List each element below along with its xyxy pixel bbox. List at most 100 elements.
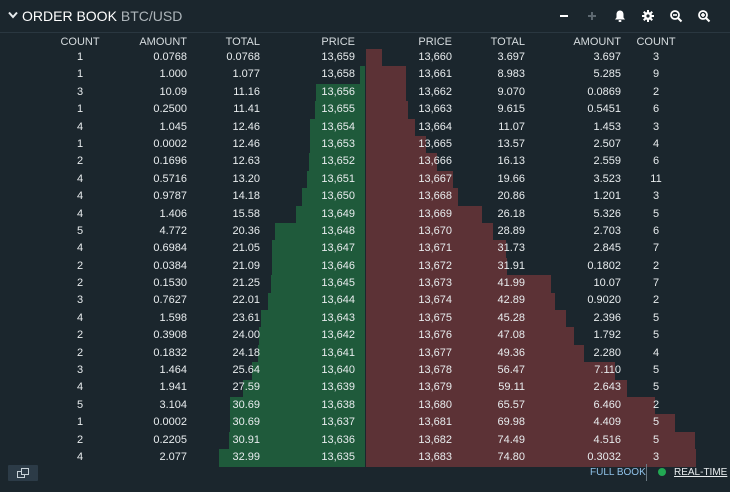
bid-total: 23.61: [232, 311, 260, 324]
ask-total: 13.57: [497, 137, 525, 150]
ask-amount: 0.1802: [587, 259, 621, 272]
bid-depth-bar: [268, 292, 365, 310]
bid-total: 12.46: [232, 120, 260, 133]
bid-amount: 0.0384: [153, 259, 187, 272]
ask-depth-bar: [366, 414, 675, 432]
bid-amount: 0.3908: [153, 329, 187, 342]
asks-price-header: PRICE: [418, 36, 452, 48]
ask-amount: 3.697: [593, 51, 621, 63]
bid-total: 30.69: [232, 398, 260, 411]
bid-count: 2: [76, 329, 84, 342]
bid-amount: 1.464: [159, 364, 187, 377]
bid-total: 30.69: [232, 416, 260, 429]
bid-total: 11.41: [233, 103, 260, 116]
bids-count-header: COUNT: [60, 36, 100, 48]
zoom-in-icon[interactable]: [697, 9, 711, 23]
bid-count: 2: [76, 277, 84, 290]
ask-price: 13,669: [418, 207, 452, 220]
order-row: 2 0.2205 30.91 13,636 13,682 74.49 4.516 5: [0, 432, 730, 449]
footer-divider: [646, 464, 647, 481]
bid-depth-bar: [302, 188, 365, 206]
bid-price: 13,654: [321, 120, 355, 133]
asks-count-header: COUNT: [636, 36, 676, 48]
bell-icon[interactable]: [613, 9, 627, 23]
ask-count: 7: [652, 277, 660, 290]
ask-price: 13,665: [418, 137, 452, 150]
bid-amount: 2.077: [159, 450, 187, 463]
ask-price: 13,668: [418, 190, 452, 203]
order-row: 4 1.045 12.46 13,654 13,664 11.07 1.453 3: [0, 119, 730, 136]
bid-total: 21.05: [232, 242, 260, 255]
ask-total: 11.07: [498, 120, 525, 133]
ask-count: 6: [652, 103, 660, 116]
ask-total: 74.80: [497, 450, 525, 463]
bid-amount: 0.9787: [153, 190, 187, 203]
bid-price: 13,658: [321, 68, 355, 81]
ask-amount: 10.07: [593, 277, 621, 290]
bids-amount-header: AMOUNT: [139, 36, 187, 48]
bids-total-header: TOTAL: [225, 36, 260, 48]
gear-icon[interactable]: [641, 9, 655, 23]
ask-count: 3: [652, 120, 660, 133]
bid-depth-bar: [259, 327, 365, 345]
order-row: 2 0.1832 24.18 13,641 13,677 49.36 2.280 4: [0, 345, 730, 362]
ask-price: 13,677: [418, 346, 452, 359]
order-row: 5 4.772 20.36 13,648 13,670 28.89 2.703 6: [0, 223, 730, 240]
realtime-toggle[interactable]: REAL-TIME: [674, 467, 728, 478]
order-row: 3 10.09 11.16 13,656 13,662 9.070 0.0869 2: [0, 84, 730, 101]
ask-depth-bar: [366, 118, 415, 136]
order-row: 2 0.1530 21.25 13,645 13,673 41.99 10.07 7: [0, 275, 730, 292]
order-book-rows: 1 0.0768 0.0768 13,659 13,660 3.697 3.697 3 1 1.0…: [0, 49, 730, 466]
ask-depth-bar: [366, 83, 406, 102]
ask-amount: 5.326: [593, 207, 621, 220]
order-row: 4 2.077 32.99 13,635 13,683 74.80 0.3032 3: [0, 449, 730, 466]
ask-price: 13,666: [418, 155, 452, 168]
ask-price: 13,681: [418, 416, 452, 429]
order-row: 1 0.2500 11.41 13,655 13,663 9.615 0.5451 6: [0, 101, 730, 118]
order-row: 4 1.406 15.58 13,649 13,669 26.18 5.326 5: [0, 206, 730, 223]
chevron-down-icon[interactable]: [8, 11, 18, 19]
bid-depth-bar: [230, 414, 365, 432]
ask-price: 13,676: [418, 329, 452, 342]
bid-price: 13,645: [321, 277, 355, 290]
bid-count: 5: [76, 224, 84, 237]
ask-amount: 2.703: [593, 224, 621, 237]
ask-amount: 0.3032: [587, 450, 621, 463]
zoom-out-icon[interactable]: [669, 9, 683, 23]
ask-count: 2: [652, 398, 660, 411]
asks-amount-header: AMOUNT: [573, 36, 621, 48]
bid-amount: 0.1530: [153, 277, 187, 290]
ask-amount: 3.523: [593, 172, 621, 185]
ask-price: 13,672: [418, 259, 452, 272]
bid-amount: 0.1696: [153, 155, 187, 168]
ask-price: 13,670: [418, 224, 452, 237]
bid-price: 13,636: [321, 433, 355, 446]
bid-total: 21.09: [232, 259, 260, 272]
bid-total: 15.58: [232, 207, 260, 220]
ask-count: 4: [652, 346, 660, 359]
popout-button[interactable]: [8, 465, 38, 481]
ask-amount: 5.285: [593, 68, 621, 81]
order-row: 1 1.000 1.077 13,658 13,661 8.983 5.285 9: [0, 66, 730, 83]
ask-total: 42.89: [497, 294, 525, 307]
full-book-link[interactable]: FULL BOOK: [590, 467, 646, 478]
order-row: 1 0.0002 12.46 13,653 13,665 13.57 2.507 4: [0, 136, 730, 153]
bid-count: 1: [76, 137, 84, 150]
bid-total: 20.36: [232, 224, 260, 237]
minus-icon[interactable]: [557, 9, 571, 23]
ask-total: 41.99: [497, 277, 525, 290]
plus-icon[interactable]: [585, 9, 599, 23]
ask-total: 74.49: [497, 433, 525, 446]
bid-count: 3: [76, 294, 84, 307]
bid-amount: 0.7627: [153, 294, 187, 307]
ask-amount: 1.453: [593, 120, 621, 133]
ask-count: 5: [652, 416, 660, 429]
order-row: 4 0.5716 13.20 13,651 13,667 19.66 3.523 11: [0, 171, 730, 188]
ask-price: 13,680: [418, 398, 452, 411]
bid-price: 13,639: [321, 381, 355, 394]
ask-count: 3: [652, 190, 660, 203]
bid-amount: 10.09: [159, 85, 187, 98]
bid-amount: 1.941: [159, 381, 187, 394]
bid-count: 3: [76, 364, 84, 377]
bid-depth-bar: [272, 240, 365, 258]
